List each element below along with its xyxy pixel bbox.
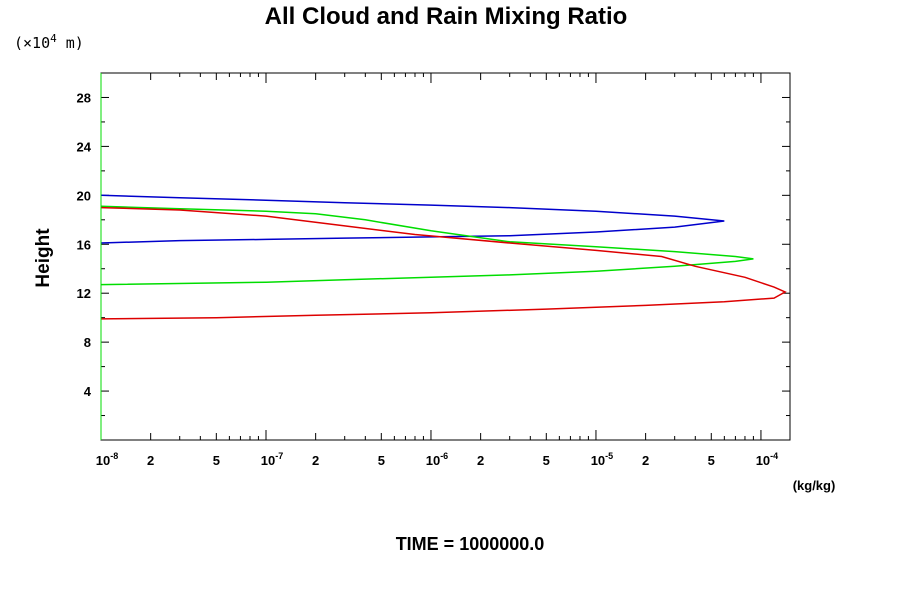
y-tick-label: 4 — [84, 384, 92, 399]
y-unit-exponent: 4 — [50, 32, 57, 45]
x-tick-label: 5 — [543, 453, 550, 468]
red-profile-line — [100, 206, 787, 320]
x-tick-label-exponent: -4 — [770, 451, 778, 461]
x-tick-label: 5 — [213, 453, 220, 468]
plot-frame — [100, 72, 791, 441]
y-tick-label: 28 — [77, 90, 91, 105]
y-unit-suffix: m) — [57, 34, 84, 52]
x-tick-label: 5 — [378, 453, 385, 468]
y-unit-label: (×104 m) — [14, 32, 84, 52]
x-tick-label-base: 5 — [213, 453, 220, 468]
x-tick-label-base: 10 — [426, 453, 440, 468]
y-tick-label: 12 — [77, 286, 91, 301]
x-tick-label-base: 10 — [756, 453, 770, 468]
time-label: TIME = 1000000.0 — [396, 534, 545, 554]
x-tick-label-exponent: -5 — [605, 451, 613, 461]
x-tick-label: 2 — [642, 453, 649, 468]
x-tick-label: 2 — [312, 453, 319, 468]
x-tick-label: 10-4 — [756, 451, 778, 468]
x-tick-label: 5 — [708, 453, 715, 468]
x-tick-label-base: 2 — [477, 453, 484, 468]
y-axis: 4 8 12 16 20 24 28 — [77, 90, 790, 417]
chart-title: All Cloud and Rain Mixing Ratio — [265, 3, 628, 30]
y-tick-label: 16 — [77, 237, 91, 252]
x-tick-label-base: 10 — [261, 453, 275, 468]
x-tick-label: 10-8 — [96, 451, 118, 468]
x-tick-label: 2 — [477, 453, 484, 468]
x-tick-label: 10-6 — [426, 451, 448, 468]
x-unit-label: (kg/kg) — [793, 478, 836, 493]
x-tick-label: 2 — [147, 453, 154, 468]
x-axis: 10-8 2 5 10-7 2 5 10-6 2 5 10-5 2 5 10-4 — [96, 73, 778, 468]
x-tick-label-base: 5 — [708, 453, 715, 468]
x-tick-label-exponent: -6 — [440, 451, 448, 461]
x-tick-label-exponent: -8 — [110, 451, 118, 461]
x-tick-label-exponent: -7 — [275, 451, 283, 461]
x-tick-label-base: 10 — [96, 453, 110, 468]
x-tick-label-base: 10 — [591, 453, 605, 468]
blue-profile-line — [100, 194, 725, 244]
x-tick-label-base: 2 — [147, 453, 154, 468]
x-tick-label-base: 5 — [378, 453, 385, 468]
y-unit-prefix: (×10 — [14, 34, 50, 52]
x-tick-label-base: 2 — [642, 453, 649, 468]
y-tick-label: 20 — [77, 188, 91, 203]
y-tick-label: 8 — [84, 335, 91, 350]
x-tick-label: 10-5 — [591, 451, 613, 468]
y-axis-label: Height — [33, 228, 54, 288]
x-tick-label-base: 5 — [543, 453, 550, 468]
green-profile-line — [100, 205, 754, 286]
x-tick-label-base: 2 — [312, 453, 319, 468]
series-group — [100, 73, 787, 440]
x-tick-label: 10-7 — [261, 451, 283, 468]
y-tick-label: 24 — [77, 139, 92, 154]
